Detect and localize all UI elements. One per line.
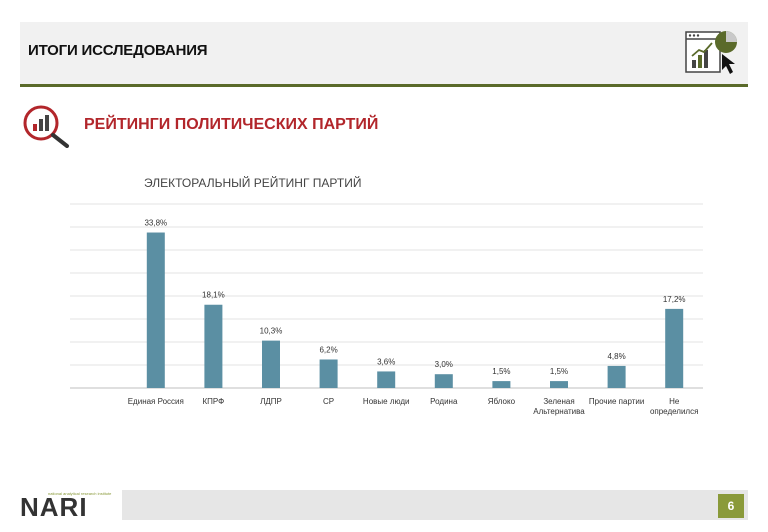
bar-value-label: 18,1% bbox=[202, 291, 225, 300]
bar-value-label: 1,5% bbox=[550, 367, 568, 376]
bar bbox=[665, 308, 684, 388]
bar bbox=[550, 381, 568, 388]
bar-value-label: 1,5% bbox=[492, 367, 510, 376]
nari-logo: NARI national analytical research instit… bbox=[20, 491, 112, 520]
bar-value-label: 6,2% bbox=[319, 345, 337, 354]
category-label: Родина bbox=[430, 397, 458, 406]
chart-bars bbox=[146, 232, 684, 388]
category-label: Не bbox=[669, 397, 680, 406]
header-divider bbox=[20, 84, 748, 87]
chart-gridlines bbox=[70, 203, 703, 389]
bar bbox=[204, 304, 223, 388]
bar-value-label: 17,2% bbox=[663, 295, 686, 304]
analytics-window-icon bbox=[685, 31, 737, 74]
category-label: Новые люди bbox=[363, 397, 410, 406]
page-header-title: ИТОГИ ИССЛЕДОВАНИЯ bbox=[28, 42, 208, 59]
bar-value-label: 33,8% bbox=[144, 219, 167, 228]
bar bbox=[607, 365, 626, 388]
bar bbox=[262, 340, 280, 388]
bar bbox=[319, 359, 338, 388]
footer-bar bbox=[122, 490, 748, 520]
section-title: РЕЙТИНГИ ПОЛИТИЧЕСКИХ ПАРТИЙ bbox=[84, 116, 379, 133]
bar-value-label: 4,8% bbox=[607, 352, 625, 361]
category-label: ЛДПР bbox=[260, 397, 282, 406]
category-label: КПРФ bbox=[203, 397, 225, 406]
category-label: СР bbox=[323, 397, 334, 406]
category-label: Зеленая bbox=[543, 397, 574, 406]
bar bbox=[146, 232, 165, 388]
svg-text:NARI: NARI bbox=[20, 492, 88, 520]
magnifier-chart-icon bbox=[23, 105, 69, 148]
chart-title: ЭЛЕКТОРАЛЬНЫЙ РЕЙТИНГ ПАРТИЙ bbox=[144, 175, 361, 190]
category-label: Прочие партии bbox=[589, 397, 644, 406]
bar-value-label: 3,0% bbox=[435, 360, 453, 369]
bar-value-label: 3,6% bbox=[377, 357, 395, 366]
category-label: определился bbox=[650, 407, 699, 416]
category-label: Яблоко bbox=[488, 397, 516, 406]
header-bar: ИТОГИ ИССЛЕДОВАНИЯ bbox=[20, 22, 748, 84]
bar bbox=[377, 371, 396, 388]
bar bbox=[434, 374, 453, 388]
bar bbox=[492, 381, 511, 388]
category-label: Единая Россия bbox=[128, 397, 184, 406]
chart-category-labels: Единая Россия КПРФ ЛДПР СР Новые люди Родина Я… bbox=[128, 397, 699, 416]
svg-text:national analytical research i: national analytical research institute bbox=[48, 491, 112, 496]
bar-value-label: 10,3% bbox=[260, 327, 283, 336]
category-label: Альтернатива bbox=[533, 407, 585, 416]
page-number: 6 bbox=[718, 494, 744, 518]
chart-value-labels: 33,8% 18,1% 10,3% 6,2% 3,6% 3,0% 1,5% 1,5% 4,8% 1… bbox=[144, 219, 685, 377]
